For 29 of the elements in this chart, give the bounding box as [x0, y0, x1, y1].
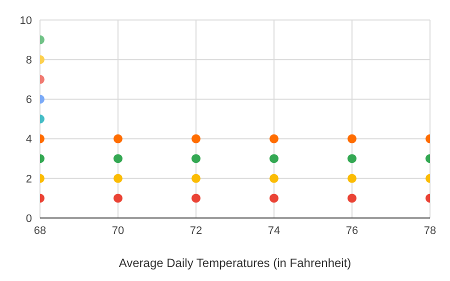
point — [114, 194, 122, 203]
point — [348, 154, 356, 164]
point — [114, 134, 122, 144]
y-tick-label: 8 — [26, 54, 32, 67]
point — [114, 174, 122, 183]
x-tick-label: 78 — [424, 224, 436, 237]
y-tick-label: 4 — [26, 134, 32, 146]
y-tick-label: 10 — [20, 14, 32, 27]
point — [270, 154, 278, 164]
x-axis-title: Average Daily Temperatures (in Fahrenheit) — [118, 256, 352, 270]
point — [192, 154, 200, 164]
y-tick-label: 2 — [26, 173, 32, 186]
point — [270, 174, 278, 183]
y-tick-label: 6 — [26, 94, 32, 106]
point — [192, 174, 200, 183]
point — [348, 194, 356, 203]
point — [348, 134, 356, 144]
point — [114, 154, 122, 164]
x-tick-label: 76 — [346, 224, 358, 237]
x-tick-label: 72 — [190, 224, 202, 237]
point — [348, 174, 356, 183]
y-tick-label: 0 — [26, 212, 32, 225]
point — [270, 194, 278, 203]
x-tick-label: 74 — [268, 224, 280, 237]
x-tick-label: 68 — [34, 224, 46, 237]
point — [192, 194, 200, 203]
point — [270, 134, 278, 144]
point — [192, 134, 200, 144]
x-tick-label: 70 — [112, 224, 124, 237]
